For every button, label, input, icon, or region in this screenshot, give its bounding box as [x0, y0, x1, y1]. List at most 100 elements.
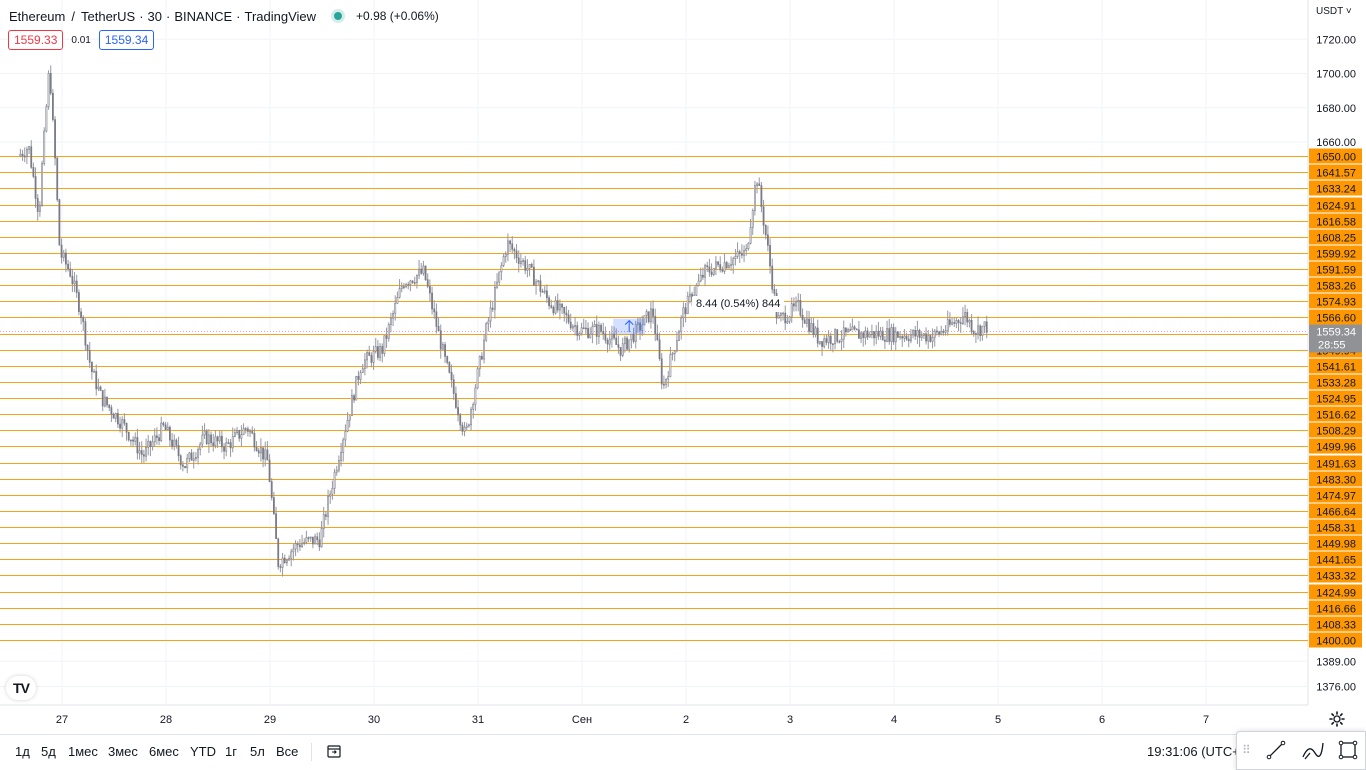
candle-body: [948, 319, 951, 325]
range-5y-button[interactable]: 5л: [250, 744, 265, 759]
candle-body: [242, 428, 245, 435]
candle-body: [753, 185, 756, 211]
range-5d-button[interactable]: 5д: [41, 744, 56, 759]
candle-body: [879, 330, 882, 337]
candle-body: [350, 395, 353, 416]
range-all-button[interactable]: Все: [276, 744, 299, 759]
candle-body: [329, 493, 332, 497]
candle-body: [182, 464, 184, 467]
candle-body: [734, 256, 737, 259]
drag-handle-icon[interactable]: ⠿: [1242, 743, 1251, 757]
candle-body: [385, 335, 388, 339]
candle-body: [639, 322, 641, 331]
candle-body: [509, 240, 511, 245]
candle-body: [660, 358, 663, 385]
candle-body: [143, 454, 145, 457]
candle-body: [851, 326, 854, 331]
quote-boxes: 1559.33 0.01 1559.34: [8, 30, 155, 50]
candle-body: [93, 370, 95, 373]
candle-body: [463, 426, 466, 432]
interval-label[interactable]: 30: [147, 8, 163, 24]
candle-body: [160, 422, 163, 441]
candle-body: [450, 372, 453, 381]
candle-body: [301, 542, 303, 548]
candle-body: [548, 297, 550, 307]
candle-body: [489, 307, 492, 322]
candle-body: [528, 264, 531, 269]
quote-name: TetherUS: [81, 8, 136, 24]
candle-body: [953, 322, 956, 324]
price-chart[interactable]: 1720.00 1700.00 1680.00 1660.00 1389.00 1376.…: [0, 0, 1366, 734]
candle-body: [318, 539, 321, 548]
candle-body: [630, 333, 633, 341]
candle-body: [563, 306, 566, 314]
buy-price-button[interactable]: 1559.34: [98, 30, 155, 50]
candle-body: [647, 311, 650, 323]
candle-body: [894, 331, 897, 343]
candle-body: [281, 557, 284, 568]
pair-separator: /: [71, 8, 75, 24]
candle-body: [842, 327, 845, 340]
tradingview-logo-icon[interactable]: TV: [6, 676, 36, 700]
candle-body: [71, 275, 74, 285]
candle-body: [290, 551, 293, 559]
trend-line-icon[interactable]: [1265, 739, 1287, 761]
range-3m-button[interactable]: 3мес: [108, 744, 138, 759]
candle-body: [779, 313, 782, 316]
candle-body: [47, 73, 50, 108]
candle-body: [569, 321, 572, 329]
candle-body: [773, 289, 776, 294]
level-price-label: 1424.99: [1316, 588, 1356, 600]
rectangle-icon[interactable]: [1337, 739, 1359, 761]
gear-icon[interactable]: [1329, 711, 1345, 727]
candle-body: [184, 466, 186, 469]
candle-body: [786, 320, 789, 324]
candle-body: [487, 320, 490, 325]
candle-body: [790, 303, 793, 318]
range-1m-button[interactable]: 1мес: [68, 744, 98, 759]
candle-body: [138, 450, 141, 454]
level-price-tag: [1309, 245, 1362, 261]
candle-body: [671, 353, 674, 355]
range-6m-button[interactable]: 6мес: [149, 744, 179, 759]
level-price-label: 1458.31: [1316, 523, 1356, 535]
candle-body: [381, 346, 384, 354]
candle-body: [197, 449, 199, 458]
candle-body: [857, 329, 860, 339]
candle-body: [376, 346, 379, 358]
candle-body: [792, 303, 795, 307]
currency-selector[interactable]: USDT ˅: [1316, 6, 1352, 17]
level-price-label: 1641.57: [1316, 168, 1356, 180]
candle-body: [112, 413, 115, 419]
level-price-label: 1624.91: [1316, 201, 1356, 213]
candle-body: [981, 325, 984, 336]
sell-price-button[interactable]: 1559.33: [8, 30, 64, 50]
candle-body: [478, 355, 481, 370]
range-1d-button[interactable]: 1д: [15, 744, 30, 759]
time-tick-label: 31: [472, 714, 484, 726]
range-1y-button[interactable]: 1г: [225, 744, 237, 759]
range-ytd-button[interactable]: YTD: [190, 744, 216, 759]
candle-body: [342, 439, 345, 453]
candle-body: [121, 419, 124, 429]
candle-body: [955, 320, 958, 324]
candle-body: [411, 280, 414, 283]
candle-body: [769, 245, 771, 267]
candle-body: [396, 297, 399, 304]
clock-timezone[interactable]: 19:31:06 (UTC+3): [1147, 744, 1252, 759]
symbol-name[interactable]: Ethereum: [9, 8, 66, 24]
candle-body: [543, 290, 546, 293]
candle-body: [374, 346, 377, 352]
candle-body: [617, 344, 620, 348]
candle-body: [680, 317, 683, 333]
date-range-icon[interactable]: [326, 743, 342, 759]
candle-body: [652, 308, 654, 317]
brush-icon[interactable]: [1301, 739, 1325, 761]
level-price-label: 1566.60: [1316, 313, 1356, 325]
level-price-tag: [1309, 600, 1362, 616]
candle-body: [344, 431, 347, 441]
candle-body: [532, 266, 535, 286]
candle-body: [25, 149, 28, 157]
candle-body: [435, 311, 438, 327]
candle-body: [413, 282, 416, 284]
